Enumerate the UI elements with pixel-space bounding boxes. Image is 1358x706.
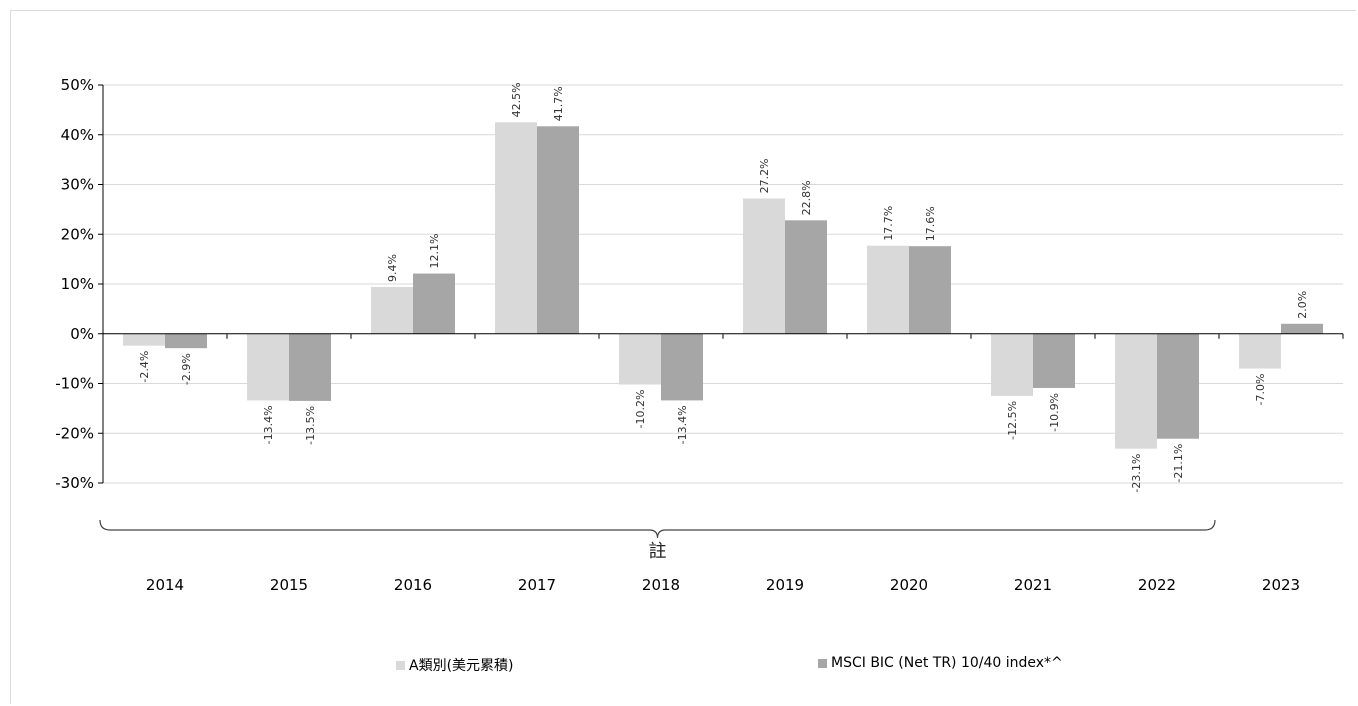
y-tick-label: 50% <box>61 76 94 94</box>
chart-frame <box>10 10 1356 704</box>
bar-1 <box>371 286 413 334</box>
data-label: -13.4% <box>676 405 689 444</box>
data-label: 41.7% <box>552 86 565 121</box>
data-label: 2.0% <box>1296 291 1309 319</box>
bar-1 <box>1115 333 1157 449</box>
bar-2 <box>909 246 951 334</box>
x-tick-label: 2015 <box>270 576 308 594</box>
bar-1 <box>247 333 289 401</box>
bar-2 <box>289 333 331 401</box>
data-label: 17.6% <box>924 206 937 241</box>
x-tick-label: 2017 <box>518 576 556 594</box>
bar-2 <box>537 126 579 334</box>
y-tick-label: -30% <box>55 474 94 492</box>
y-tick-label: 20% <box>61 225 94 243</box>
x-tick-label: 2014 <box>146 576 184 594</box>
x-tick-label: 2020 <box>890 576 928 594</box>
data-label: -23.1% <box>1130 454 1143 493</box>
legend-swatch-series-1 <box>396 660 405 670</box>
legend-item-series-1: A類別(美元累積) <box>396 655 514 675</box>
bar-1 <box>743 198 785 334</box>
legend-swatch-series-2 <box>818 658 827 668</box>
data-label: -7.0% <box>1254 374 1267 406</box>
x-tick-label: 2018 <box>642 576 680 594</box>
bar-1 <box>619 333 661 385</box>
data-label: -13.5% <box>304 406 317 445</box>
bar-1 <box>991 333 1033 396</box>
annotation-label: 註 <box>649 541 667 562</box>
data-label: 22.8% <box>800 180 813 215</box>
bar-1 <box>123 333 165 346</box>
y-axis-ticks: 50% 40% 30% 20% 10% 0% -10% -20% -30% <box>55 76 94 492</box>
x-tick-label: 2019 <box>766 576 804 594</box>
data-label: 27.2% <box>758 158 771 193</box>
annotation-brace: 註 <box>99 519 1216 562</box>
x-tick-label: 2022 <box>1138 576 1176 594</box>
bar-2 <box>661 333 703 401</box>
legend-label-series-2: MSCI BIC (Net TR) 10/40 index*^ <box>831 655 1063 671</box>
data-label: 42.5% <box>510 82 523 117</box>
data-label: -21.1% <box>1172 444 1185 483</box>
x-axis-ticks: 2014 2015 2016 2017 2018 2019 2020 2021 2022 2023 <box>146 576 1300 594</box>
y-tick-label: 40% <box>61 126 94 144</box>
y-tick-label: 0% <box>70 325 94 343</box>
y-tick-label: -20% <box>55 424 94 442</box>
bar-2 <box>1033 333 1075 388</box>
data-label: -10.2% <box>634 389 647 428</box>
bars <box>123 122 1323 449</box>
legend-label-series-1: A類別(美元累積) <box>409 658 514 674</box>
gridlines <box>103 84 1343 484</box>
brace-path <box>99 519 1216 539</box>
x-tick-label: 2021 <box>1014 576 1052 594</box>
x-tick-label: 2016 <box>394 576 432 594</box>
bar-2 <box>1157 333 1199 439</box>
data-label: -12.5% <box>1006 401 1019 440</box>
data-label: 12.1% <box>428 234 441 269</box>
x-tick-label: 2023 <box>1262 576 1300 594</box>
axes <box>98 84 1344 484</box>
bar-1 <box>1239 333 1281 369</box>
data-label: -2.4% <box>138 351 151 383</box>
y-tick-label: -10% <box>55 375 94 393</box>
y-tick-label: 10% <box>61 275 94 293</box>
bar-2 <box>413 273 455 334</box>
data-label: -2.9% <box>180 353 193 385</box>
bar-2 <box>1281 323 1323 334</box>
data-label: 17.7% <box>882 206 895 241</box>
bar-1 <box>495 122 537 334</box>
data-label: -10.9% <box>1048 393 1061 432</box>
bar-1 <box>867 245 909 334</box>
legend-item-series-2: MSCI BIC (Net TR) 10/40 index*^ <box>818 655 1063 671</box>
data-label: 9.4% <box>386 254 399 282</box>
y-tick-label: 30% <box>61 176 94 194</box>
bar-2 <box>165 333 207 349</box>
data-labels: -2.4% -2.9% -13.4% -13.5% 9.4% 12.1% 42.5% 41.7… <box>138 82 1309 492</box>
bar-2 <box>785 220 827 334</box>
data-label: -13.4% <box>262 405 275 444</box>
